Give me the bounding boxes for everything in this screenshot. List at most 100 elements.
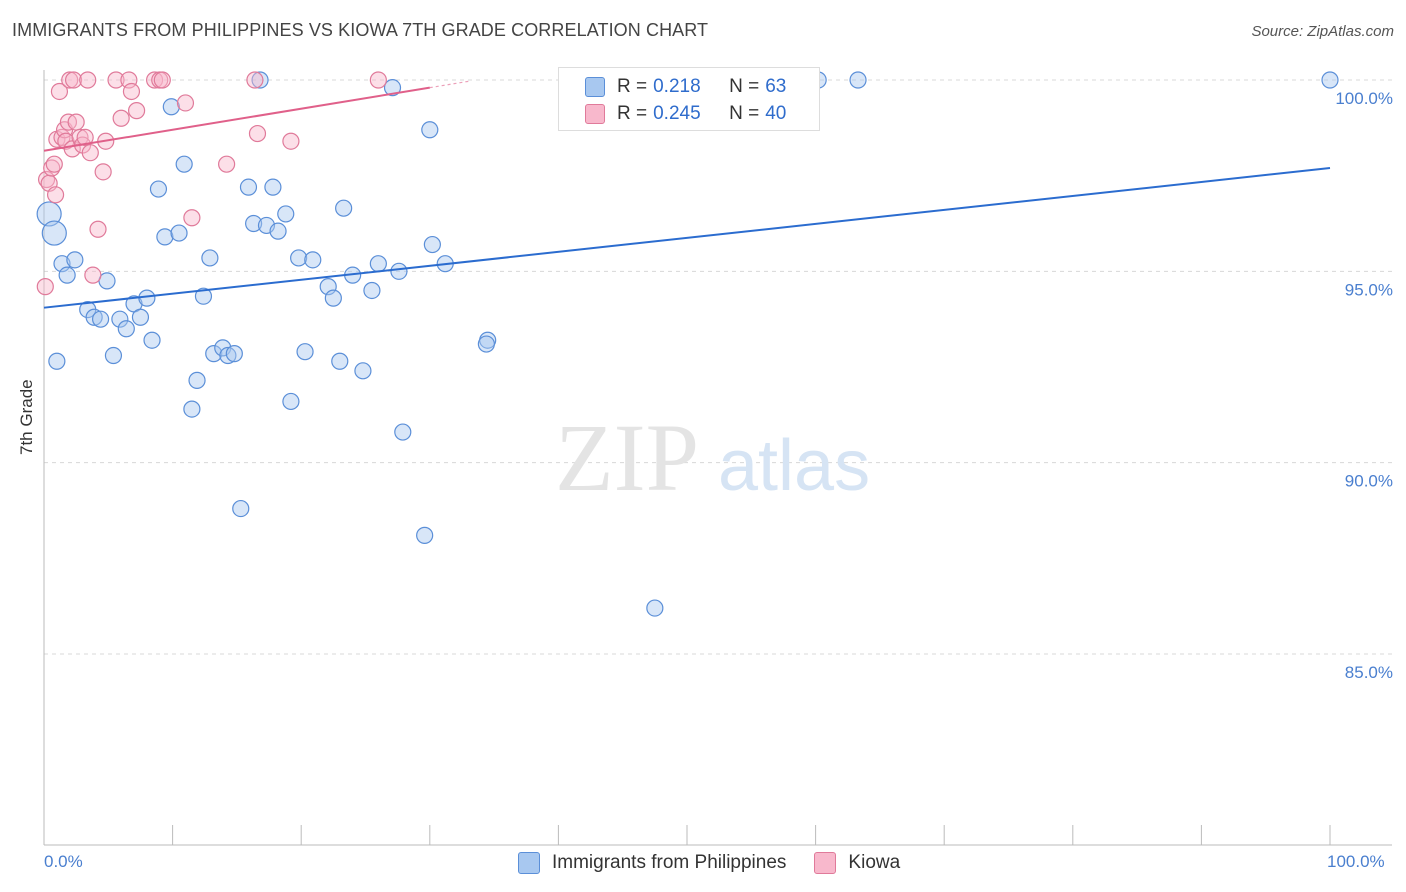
grid-lines	[44, 79, 1392, 655]
data-point-philippines	[149, 180, 168, 198]
data-point-philippines	[416, 526, 434, 544]
watermark-atlas: atlas	[718, 426, 870, 506]
data-point-philippines	[183, 400, 201, 418]
legend-r-value: 0.245	[653, 103, 701, 124]
chart-source: Source: ZipAtlas.com	[1251, 23, 1394, 40]
data-point-philippines	[41, 220, 67, 246]
data-point-kiowa	[45, 155, 63, 173]
data-point-philippines	[324, 289, 342, 307]
data-point-philippines	[225, 345, 243, 363]
data-point-philippines	[646, 599, 664, 617]
legend-swatch-kiowa	[814, 852, 837, 874]
data-point-philippines	[219, 346, 237, 365]
data-point-philippines	[36, 201, 62, 227]
trend-line-kiowa-extension	[429, 80, 469, 89]
data-point-philippines	[423, 235, 441, 254]
legend-row-kiowa: R = 0.245 N = 40	[585, 101, 786, 127]
data-point-philippines	[232, 499, 250, 518]
legend-item-kiowa[interactable]: Kiowa	[814, 852, 900, 874]
legend-label-kiowa: Kiowa	[848, 852, 901, 873]
data-point-philippines	[363, 281, 381, 300]
y-tick-label: 100.0%	[1335, 89, 1393, 108]
data-point-kiowa	[89, 220, 107, 238]
watermark-zip: ZIP	[555, 404, 699, 511]
data-point-philippines	[188, 371, 206, 389]
legend-r-value: 0.218	[653, 76, 701, 97]
data-point-philippines	[194, 287, 213, 305]
data-point-philippines	[383, 79, 402, 97]
legend-r-label: R =	[617, 76, 648, 97]
legend-swatch-philippines	[585, 77, 605, 97]
legend-n-value: 63	[765, 76, 787, 97]
data-point-philippines	[143, 331, 161, 349]
data-point-philippines	[175, 155, 193, 173]
data-point-philippines	[477, 335, 495, 353]
data-point-philippines	[304, 251, 322, 269]
data-point-kiowa	[64, 71, 83, 89]
data-point-kiowa	[107, 71, 125, 89]
data-point-philippines	[282, 392, 300, 411]
data-point-philippines	[421, 121, 439, 139]
data-point-philippines	[277, 205, 295, 223]
legend-swatch-kiowa	[585, 104, 605, 124]
data-point-philippines	[849, 71, 867, 89]
data-point-kiowa	[50, 82, 69, 101]
data-point-philippines	[335, 199, 353, 217]
legend-swatch-philippines	[518, 852, 540, 874]
data-point-philippines	[369, 255, 387, 273]
legend-row-philippines: R = 0.218 N = 63	[585, 74, 786, 100]
data-point-kiowa	[61, 71, 79, 89]
data-point-philippines	[239, 178, 258, 196]
data-point-kiowa	[122, 82, 141, 101]
x-tick-label-min: 0.0%	[44, 852, 83, 871]
data-point-kiowa	[369, 71, 387, 89]
data-point-philippines	[170, 224, 188, 242]
trend-line-kiowa	[43, 86, 430, 152]
data-point-philippines	[251, 71, 269, 89]
data-point-kiowa	[248, 124, 267, 143]
data-point-kiowa	[36, 278, 54, 296]
data-point-kiowa	[246, 71, 264, 89]
legend-item-philippines[interactable]: Immigrants from Philippines	[518, 852, 786, 874]
data-point-kiowa	[94, 163, 112, 181]
data-point-philippines	[354, 362, 372, 380]
legend-n-value: 40	[765, 103, 787, 124]
data-point-philippines	[111, 310, 129, 328]
legend-r-label: R =	[617, 103, 648, 124]
data-point-philippines	[91, 310, 110, 328]
data-point-philippines	[245, 214, 263, 233]
data-point-philippines	[296, 343, 314, 361]
y-tick-label: 95.0%	[1345, 280, 1393, 299]
legend-n-label: N =	[729, 103, 760, 124]
y-tick-label: 90.0%	[1345, 472, 1393, 491]
data-point-philippines	[66, 251, 84, 269]
trend-line-philippines	[43, 167, 1331, 309]
data-point-kiowa	[84, 266, 102, 284]
data-point-philippines	[331, 352, 349, 370]
data-point-philippines	[104, 346, 123, 365]
data-point-philippines	[58, 266, 76, 284]
data-point-philippines	[390, 262, 408, 280]
y-tick-label: 85.0%	[1345, 663, 1393, 682]
data-point-kiowa	[176, 94, 195, 112]
data-point-kiowa	[127, 102, 146, 120]
legend-n-label: N =	[729, 76, 760, 97]
watermark: ZIP atlas	[555, 404, 870, 511]
data-point-philippines	[269, 222, 287, 240]
data-point-kiowa	[81, 144, 99, 162]
data-point-philippines	[290, 249, 308, 267]
data-point-kiowa	[112, 109, 130, 127]
data-point-kiowa	[79, 71, 97, 89]
x-tick-label-max: 100.0%	[1327, 852, 1385, 871]
data-point-philippines	[131, 308, 150, 326]
data-point-kiowa	[153, 71, 171, 89]
data-point-philippines	[48, 352, 66, 370]
data-point-kiowa	[282, 132, 300, 150]
data-point-philippines	[162, 98, 180, 116]
data-point-kiowa	[218, 155, 236, 173]
data-point-philippines	[201, 249, 219, 267]
stats-legend: R = 0.218 N = 63 R = 0.245 N = 40	[558, 67, 820, 131]
data-points	[36, 71, 1339, 617]
data-point-philippines	[264, 178, 282, 196]
